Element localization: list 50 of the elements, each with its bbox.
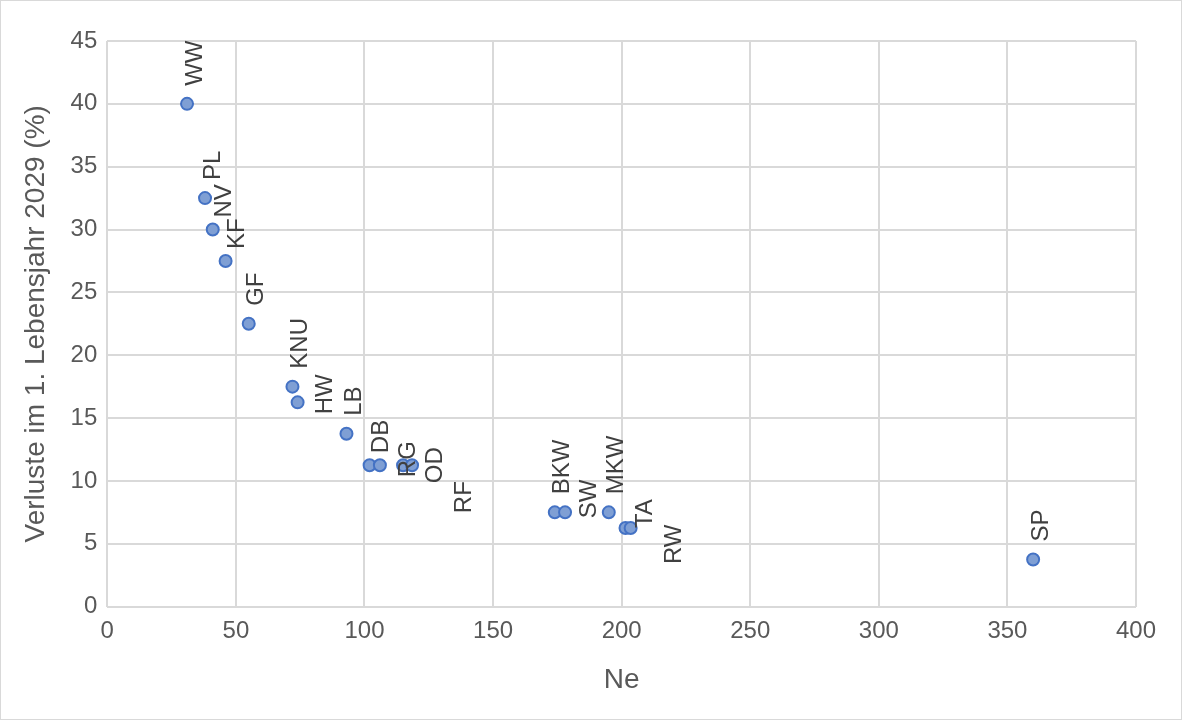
point (601, 505, 616, 520)
point (205, 222, 220, 237)
x-tick-label: 250 (730, 615, 771, 643)
x-tick-label: 400 (1115, 615, 1157, 643)
y-tick-label: 20 (70, 339, 98, 367)
y-tick-label: 10 (70, 465, 98, 493)
y-tick-label: 45 (70, 25, 98, 53)
annotation: NV (209, 184, 237, 218)
y-tick-label: 5 (83, 528, 98, 556)
x-tick-label: 300 (858, 615, 899, 643)
annotation: KF (222, 218, 250, 249)
x-tick-label: 50 (222, 615, 250, 643)
y-axis-title: Verluste im 1. Lebensjahr 2029 (%) (18, 105, 50, 543)
annotation: TA (630, 499, 658, 529)
annotation: SW (573, 479, 601, 519)
y-tick-label: 30 (70, 214, 98, 242)
x-axis-title: Ne (603, 662, 640, 694)
y-tick-label: 25 (70, 277, 98, 304)
point (339, 426, 354, 441)
x-tick-label: 150 (473, 615, 514, 643)
annotation: GF (241, 272, 269, 306)
x-tick-label: 350 (987, 615, 1028, 643)
annotation: RF (448, 481, 476, 514)
point (558, 505, 573, 520)
y-tick-label: 35 (70, 151, 98, 179)
point (285, 379, 300, 394)
annotation: BKW (547, 439, 575, 495)
annotation: SP (1025, 509, 1053, 542)
point (372, 458, 387, 473)
annotation: MKW (601, 435, 629, 495)
y-tick-label: 15 (70, 402, 98, 430)
annotation: LB (339, 386, 367, 416)
point (198, 191, 213, 206)
y-tick-label: 40 (70, 88, 98, 116)
annotation: PL (197, 150, 225, 181)
point (218, 253, 233, 268)
annotation: KNU (285, 317, 313, 369)
point (241, 316, 256, 331)
annotation: OD (419, 447, 447, 484)
y-tick-label: 0 (83, 591, 98, 619)
annotation: RW (659, 524, 687, 565)
x-tick-label: 200 (601, 615, 642, 643)
annotation: WW (179, 40, 207, 86)
point (290, 395, 305, 410)
annotation: DB (366, 419, 394, 454)
x-tick-label: 100 (344, 615, 385, 643)
point (180, 96, 195, 111)
annotation: HW (310, 374, 338, 415)
point (1026, 552, 1041, 567)
annotation: RG (392, 441, 420, 478)
